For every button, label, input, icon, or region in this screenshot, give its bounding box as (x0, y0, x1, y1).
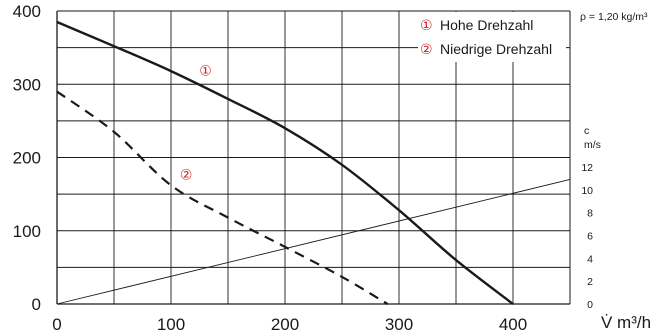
y-tick-label: 300 (13, 75, 41, 94)
curve-low-speed (56, 90, 389, 305)
y-tick-label: 100 (13, 222, 41, 241)
y-tick-label: 0 (32, 295, 41, 314)
x-tick-label: 200 (271, 315, 299, 334)
right-tick-label: 4 (587, 253, 593, 265)
legend-marker-high: ① (420, 18, 433, 34)
x-tick-label: 100 (157, 315, 185, 334)
curves (56, 20, 571, 305)
legend-marker-low: ② (420, 42, 433, 58)
right-tick-label: 10 (581, 185, 593, 197)
right-tick-label: 2 (587, 276, 593, 288)
curve-annotation-high: ① (199, 64, 212, 80)
y-tick-label: 200 (13, 149, 41, 168)
density-note: ρ = 1,20 kg/m³ (580, 11, 648, 23)
legend-background (418, 12, 566, 62)
x-axis-label: V̇ m³/h (601, 313, 651, 332)
right-axis-label-c: c (584, 125, 589, 137)
curve-high-speed (56, 20, 514, 305)
x-tick-label: 400 (499, 315, 527, 334)
velocity-line (56, 179, 571, 305)
right-tick-label: 6 (587, 231, 593, 243)
grid-lines (57, 10, 570, 304)
curve-annotation-low: ② (180, 168, 193, 184)
y-tick-label: 400 (13, 2, 41, 21)
right-tick-label: 8 (587, 208, 593, 220)
tick-labels: 0 100 200 300 400 0 100 200 300 400 0 2 4 6 8 10 12 (13, 2, 594, 334)
legend-label-high: Hohe Drehzahl (440, 17, 533, 33)
legend-label-low: Niedrige Drehzahl (440, 41, 552, 57)
x-tick-label: 0 (52, 315, 61, 334)
right-axis-label-unit: m/s (584, 139, 601, 151)
right-tick-label: 0 (587, 299, 593, 311)
axes (56, 10, 571, 305)
x-tick-label: 300 (385, 315, 413, 334)
right-tick-label: 12 (581, 162, 593, 174)
